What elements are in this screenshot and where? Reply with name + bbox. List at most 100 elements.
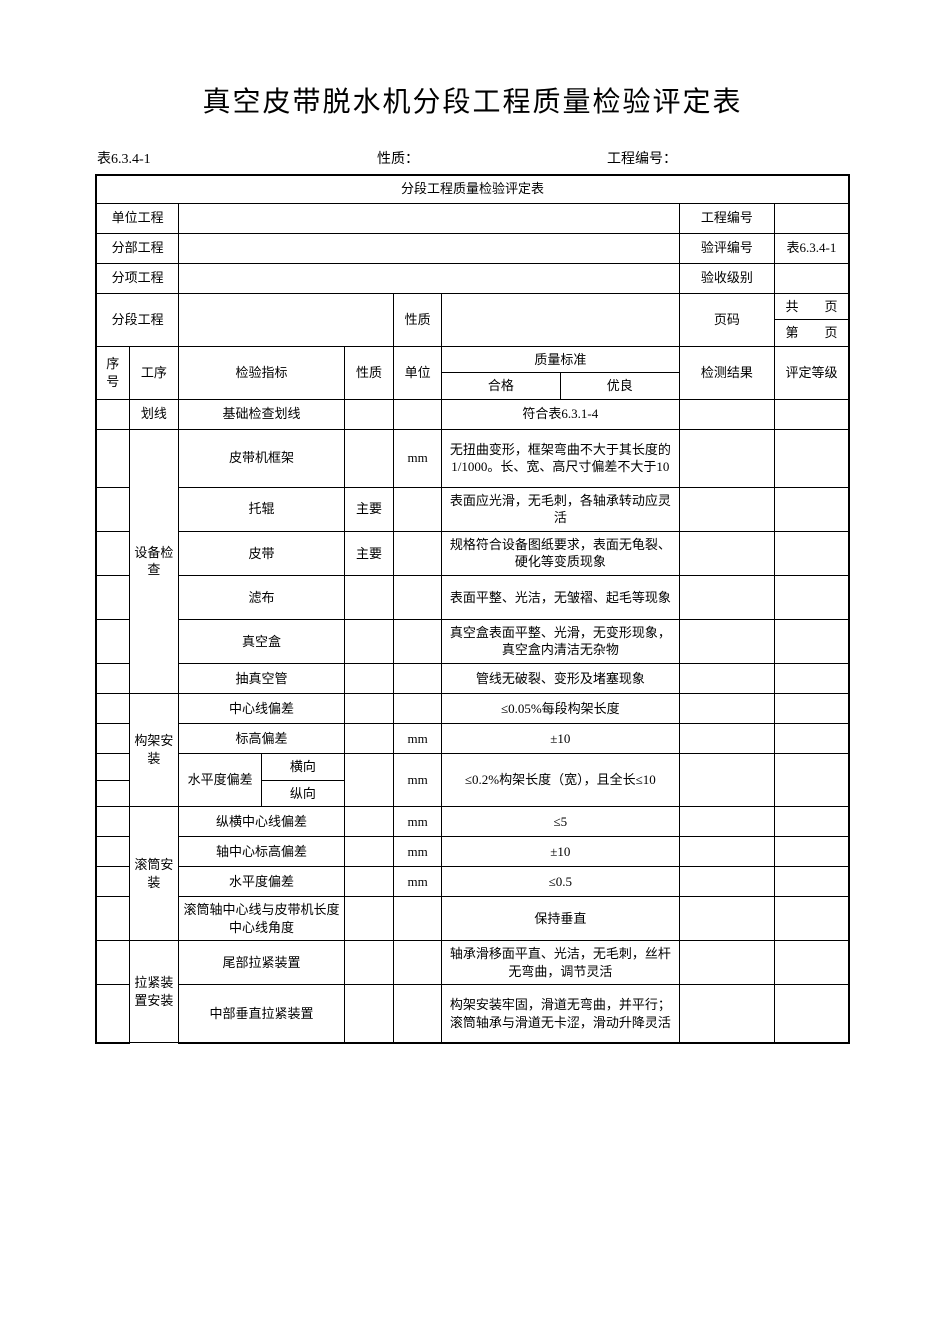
cell-seq [96,399,129,429]
cell-unit: mm [394,837,442,867]
cell-unit [394,985,442,1043]
cell-process: 拉紧装置安装 [129,941,179,1043]
col-excellent: 优良 [560,373,679,400]
cell-result [679,531,774,575]
cell-unit: mm [394,429,442,487]
cell-standard: 表面平整、光洁，无皱褶、起毛等现象 [441,575,679,619]
cell-nature [344,575,394,619]
cell-grade [774,807,849,837]
cell-grade [774,867,849,897]
col-process: 工序 [129,346,179,399]
hdr-item-value [179,263,680,293]
hdr-page-current: 第 页 [774,320,849,347]
hdr-unit-project-label: 单位工程 [96,203,179,233]
cell-process: 设备检查 [129,429,179,693]
cell-nature [344,723,394,753]
cell-process: 构架安装 [129,693,179,806]
cell-process: 滚筒安装 [129,807,179,941]
cell-unit: mm [394,723,442,753]
hdr-projno-label: 工程编号 [679,203,774,233]
cell-seq [96,531,129,575]
cell-unit: mm [394,807,442,837]
cell-seq [96,693,129,723]
cell-seq [96,985,129,1043]
col-result: 检测结果 [679,346,774,399]
col-standard: 质量标准 [441,346,679,373]
cell-seq [96,487,129,531]
cell-indicator: 水平度偏差 [179,867,344,897]
cell-unit [394,575,442,619]
hdr-section-value [179,293,394,346]
table-caption: 分段工程质量检验评定表 [96,175,849,203]
cell-standard: ±10 [441,723,679,753]
cell-nature [344,663,394,693]
hdr-acceptlevel-value [774,263,849,293]
cell-result [679,723,774,753]
cell-nature [344,897,394,941]
cell-standard: ±10 [441,837,679,867]
cell-seq [96,619,129,663]
cell-grade [774,941,849,985]
meta-table-no: 表6.3.4-1 [97,148,377,168]
cell-standard: 保持垂直 [441,897,679,941]
cell-indicator: 滚筒轴中心线与皮带机长度中心线角度 [179,897,344,941]
cell-grade [774,753,849,806]
col-pass: 合格 [441,373,560,400]
cell-standard: 轴承滑移面平直、光洁，无毛刺，丝杆无弯曲，调节灵活 [441,941,679,985]
cell-standard: 符合表6.3.1-4 [441,399,679,429]
cell-unit [394,941,442,985]
cell-unit [394,399,442,429]
cell-indicator: 抽真空管 [179,663,344,693]
cell-indicator: 纵横中心线偏差 [179,807,344,837]
cell-result [679,867,774,897]
cell-unit: mm [394,753,442,806]
cell-result [679,897,774,941]
cell-process: 划线 [129,399,179,429]
cell-unit [394,487,442,531]
cell-nature: 主要 [344,531,394,575]
cell-seq [96,867,129,897]
document-title: 真空皮带脱水机分段工程质量检验评定表 [95,80,850,120]
cell-result [679,753,774,806]
cell-indicator: 基础检查划线 [179,399,344,429]
cell-indicator: 中心线偏差 [179,693,344,723]
cell-result [679,429,774,487]
hdr-division-label: 分部工程 [96,233,179,263]
cell-grade [774,723,849,753]
col-seq: 序号 [96,346,129,399]
cell-indicator: 皮带 [179,531,344,575]
cell-nature [344,429,394,487]
cell-grade [774,985,849,1043]
meta-project-no: 工程编号： [607,148,848,168]
cell-standard: ≤0.05%每段构架长度 [441,693,679,723]
cell-grade [774,399,849,429]
cell-nature [344,619,394,663]
cell-grade [774,693,849,723]
cell-standard: ≤0.5 [441,867,679,897]
hdr-section-label: 分段工程 [96,293,179,346]
hdr-projno-value [774,203,849,233]
hdr-acceptlevel-label: 验收级别 [679,263,774,293]
cell-standard: 规格符合设备图纸要求，表面无龟裂、硬化等变质现象 [441,531,679,575]
cell-indicator: 滤布 [179,575,344,619]
hdr-nature-value [441,293,679,346]
cell-seq [96,663,129,693]
cell-nature [344,693,394,723]
cell-result [679,837,774,867]
cell-nature [344,941,394,985]
cell-seq [96,780,129,807]
cell-result [679,807,774,837]
cell-seq [96,897,129,941]
cell-grade [774,429,849,487]
cell-nature [344,837,394,867]
cell-nature [344,753,394,806]
hdr-unit-project-value [179,203,680,233]
cell-indicator: 轴中心标高偏差 [179,837,344,867]
cell-indicator: 标高偏差 [179,723,344,753]
cell-result [679,941,774,985]
col-grade: 评定等级 [774,346,849,399]
cell-unit [394,663,442,693]
cell-grade [774,575,849,619]
cell-result [679,399,774,429]
cell-nature [344,985,394,1043]
